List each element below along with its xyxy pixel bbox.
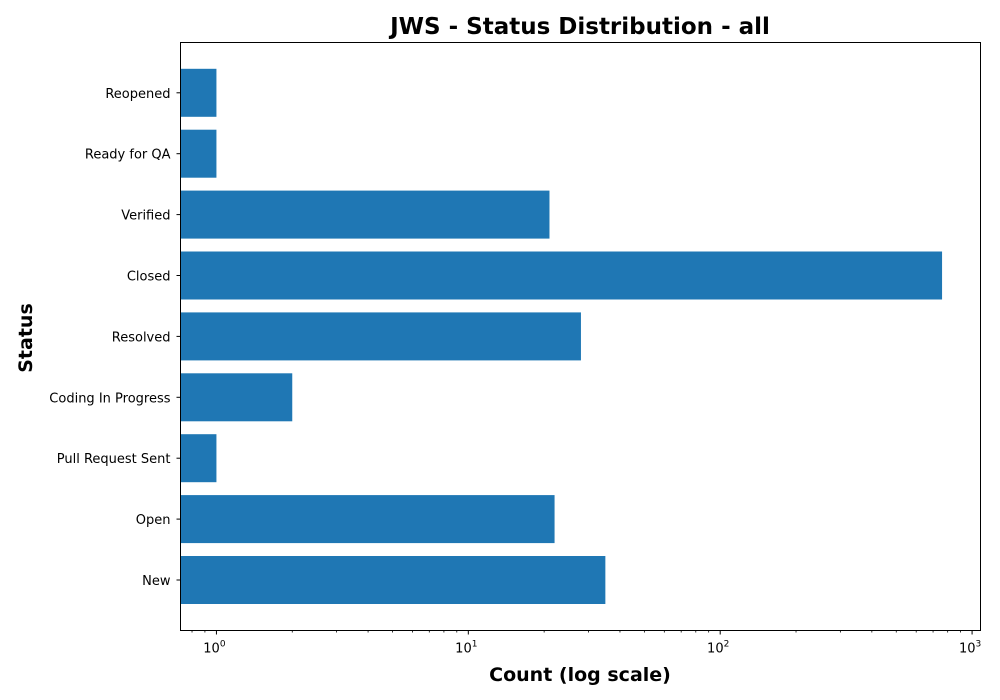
y-tick-label: Coding In Progress — [49, 391, 170, 406]
bar-ready-for-qa — [180, 129, 217, 178]
bar-pull-request-sent — [180, 434, 217, 483]
y-tick-label: New — [142, 574, 171, 589]
bar-coding-in-progress — [180, 373, 293, 422]
y-tick-label: Open — [136, 513, 171, 528]
y-tick-label: Reopened — [105, 87, 170, 102]
bar-closed — [180, 251, 943, 300]
bars-group — [180, 68, 943, 604]
bar-resolved — [180, 312, 581, 361]
y-axis-label: Status — [15, 303, 37, 373]
y-tick-label: Closed — [127, 270, 171, 285]
bar-new — [180, 556, 606, 604]
y-axis-ticks: New Open Pull Request Sent Coding In Progre… — [49, 87, 181, 589]
y-tick-label: Pull Request Sent — [57, 452, 171, 467]
y-tick-label: Resolved — [112, 330, 171, 345]
y-tick-label: Ready for QA — [85, 148, 171, 163]
bar-reopened — [180, 68, 217, 117]
bar-verified — [180, 190, 550, 239]
x-axis-label: Count (log scale) — [489, 664, 671, 686]
bar-open — [180, 495, 555, 544]
y-tick-label: Verified — [121, 209, 170, 224]
chart-title: JWS - Status Distribution - all — [388, 14, 770, 40]
